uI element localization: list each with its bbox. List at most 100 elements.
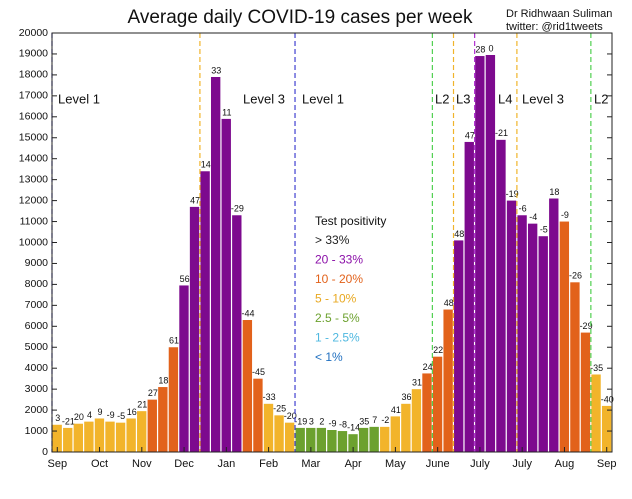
level-label: Level 3 — [522, 91, 564, 106]
bar — [200, 171, 210, 452]
change-label: 36 — [401, 392, 411, 402]
bar — [158, 387, 168, 452]
x-tick-label: Oct — [91, 458, 108, 470]
bar — [126, 418, 136, 452]
bar — [316, 427, 327, 452]
bar — [73, 423, 83, 452]
bar — [443, 309, 453, 452]
legend-entry: > 33% — [315, 233, 350, 247]
y-tick-label: 12000 — [19, 194, 48, 206]
change-label: 3 — [309, 416, 314, 426]
y-tick-label: 17000 — [19, 90, 48, 102]
x-tick-label: July — [512, 458, 532, 470]
bar — [559, 221, 570, 452]
bar — [295, 427, 305, 452]
bar — [358, 427, 369, 452]
y-tick-label: 4000 — [25, 362, 49, 374]
change-label: 47 — [190, 195, 200, 205]
bar — [580, 332, 591, 452]
change-label: 35 — [359, 416, 369, 426]
bar — [274, 415, 284, 452]
bar — [94, 418, 105, 452]
bar — [242, 320, 253, 452]
y-tick-label: 9000 — [25, 257, 49, 269]
change-label: 21 — [137, 400, 147, 410]
change-label: -21 — [495, 128, 508, 138]
change-label: -29 — [231, 204, 244, 214]
bar — [63, 427, 73, 452]
credit: twitter: @rid1tweets — [506, 21, 603, 33]
bar — [401, 403, 411, 452]
y-tick-label: 5000 — [25, 341, 49, 353]
change-label: 3 — [55, 413, 60, 423]
bar — [147, 399, 157, 452]
change-label: 18 — [549, 187, 559, 197]
legend-entry: 5 - 10% — [315, 292, 357, 306]
y-tick-label: 20000 — [19, 27, 48, 39]
change-label: 9 — [98, 407, 103, 417]
y-tick-label: 16000 — [19, 111, 48, 123]
change-label: 14 — [201, 160, 211, 170]
bar — [475, 56, 485, 453]
bar — [464, 141, 474, 452]
y-tick-label: 7000 — [25, 299, 49, 311]
change-label: 28 — [475, 44, 485, 54]
bar — [369, 426, 379, 452]
y-tick-label: 6000 — [25, 320, 49, 332]
x-tick-label: Mar — [301, 458, 320, 470]
y-tick-label: 19000 — [19, 48, 48, 60]
change-label: 48 — [454, 229, 464, 239]
bar — [179, 285, 189, 452]
change-label: -45 — [252, 367, 265, 377]
legend-title: Test positivity — [315, 214, 386, 228]
bar — [348, 434, 358, 452]
y-tick-label: 18000 — [19, 69, 48, 81]
x-tick-label: July — [470, 458, 490, 470]
change-label: 0 — [488, 43, 493, 53]
level-label: Level 1 — [302, 91, 344, 106]
change-label: 22 — [433, 345, 443, 355]
bar — [210, 76, 221, 453]
bar — [538, 236, 548, 452]
change-label: -35 — [590, 363, 603, 373]
change-label: -2 — [381, 415, 389, 425]
y-tick-label: 10000 — [19, 236, 48, 248]
bar — [411, 389, 422, 452]
bar — [380, 426, 390, 452]
bar — [570, 282, 580, 452]
y-tick-label: 2000 — [25, 404, 49, 416]
bar — [84, 421, 94, 452]
bar — [591, 374, 601, 452]
change-label: -40 — [601, 394, 614, 404]
change-label: -8 — [339, 419, 347, 429]
bar — [454, 240, 464, 452]
bar — [327, 430, 337, 452]
legend-entry: 2.5 - 5% — [315, 311, 360, 325]
x-tick-label: Jan — [217, 458, 235, 470]
change-label: 16 — [127, 407, 137, 417]
bar — [517, 215, 527, 452]
bar — [189, 206, 200, 452]
change-label: 48 — [444, 298, 454, 308]
y-tick-label: 13000 — [19, 173, 48, 185]
change-label: 61 — [169, 336, 179, 346]
bar — [390, 416, 400, 452]
legend-entry: 20 - 33% — [315, 253, 363, 267]
x-tick-label: Sep — [597, 458, 617, 470]
y-tick-label: 11000 — [20, 215, 49, 227]
change-label: 20 — [74, 412, 84, 422]
x-tick-label: Feb — [259, 458, 278, 470]
change-label: 11 — [222, 107, 231, 117]
level-label: Level 1 — [58, 91, 100, 106]
change-label: -5 — [117, 411, 125, 421]
bar — [221, 118, 231, 453]
bar — [284, 422, 295, 452]
level-label: L4 — [498, 91, 512, 106]
bar — [253, 378, 263, 452]
bar — [506, 200, 517, 452]
bar — [422, 373, 432, 452]
bar — [115, 422, 126, 452]
change-label: 41 — [391, 405, 401, 415]
y-tick-label: 15000 — [19, 132, 48, 144]
y-tick-label: 0 — [42, 446, 48, 458]
